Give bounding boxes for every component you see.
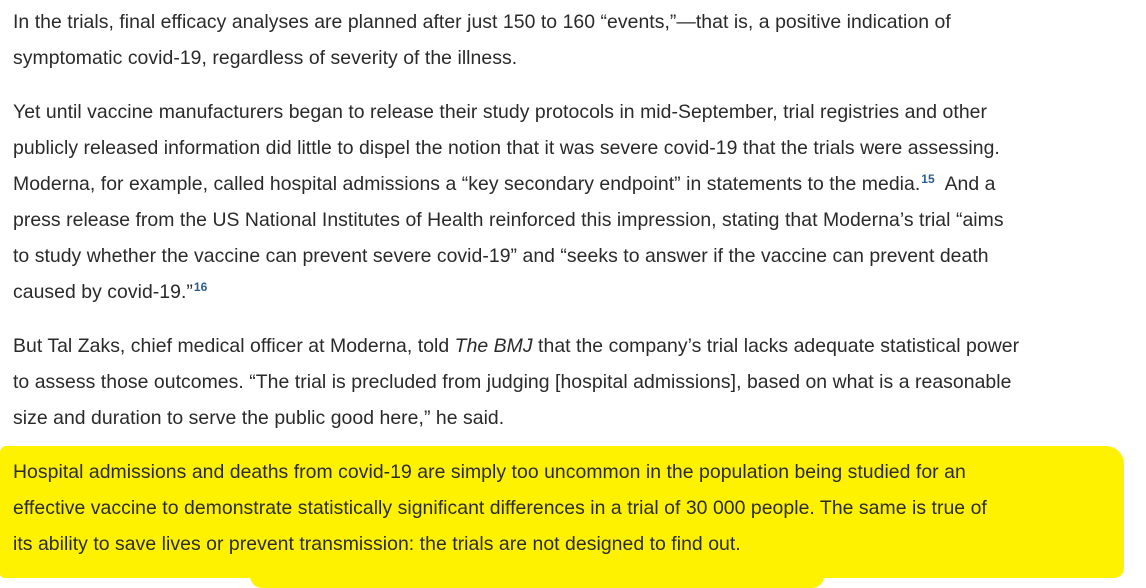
text-line: In the trials, final efficacy analyses a…: [13, 11, 951, 33]
text-segment: Moderna, for example, called hospital ad…: [13, 173, 921, 195]
text-line: to assess those outcomes. “The trial is …: [13, 371, 1012, 393]
paragraph-trial-registries: Yet until vaccine manufacturers began to…: [13, 94, 1143, 310]
text-segment: And a: [944, 173, 996, 195]
text-line: press release from the US National Insti…: [13, 209, 1004, 231]
text-segment: that the company’s trial lacks adequate …: [532, 335, 1020, 357]
paragraph-tal-zaks: But Tal Zaks, chief medical officer at M…: [13, 328, 1143, 436]
text-line: But Tal Zaks, chief medical officer at M…: [13, 328, 1143, 364]
text-line: to study whether the vaccine can prevent…: [13, 245, 989, 267]
text-line: Yet until vaccine manufacturers began to…: [13, 101, 987, 123]
highlighter-mark: [0, 446, 1124, 588]
paragraph-hospital-admissions: Hospital admissions and deaths from covi…: [13, 454, 1143, 562]
reference-link-15[interactable]: 15: [921, 172, 935, 186]
journal-title: The BMJ: [454, 335, 533, 357]
text-line: Moderna, for example, called hospital ad…: [13, 166, 1143, 202]
article-body: In the trials, final efficacy analyses a…: [0, 4, 1143, 588]
text-segment: But Tal Zaks, chief medical officer at M…: [13, 335, 455, 357]
text-line: its ability to save lives or prevent tra…: [13, 533, 741, 555]
text-line: size and duration to serve the public go…: [13, 407, 505, 429]
text-line: symptomatic covid-19, regardless of seve…: [13, 47, 518, 69]
text-line: caused by covid-19.”16: [13, 274, 1143, 310]
text-line: effective vaccine to demonstrate statist…: [13, 497, 987, 519]
text-line: Hospital admissions and deaths from covi…: [13, 461, 966, 483]
reference-link-16[interactable]: 16: [193, 280, 208, 294]
paragraph-efficacy-analyses: In the trials, final efficacy analyses a…: [13, 4, 1143, 76]
highlighted-paragraph: Hospital admissions and deaths from covi…: [0, 446, 1143, 588]
text-segment: caused by covid-19.”: [13, 281, 193, 303]
text-line: publicly released information did little…: [13, 137, 1000, 159]
